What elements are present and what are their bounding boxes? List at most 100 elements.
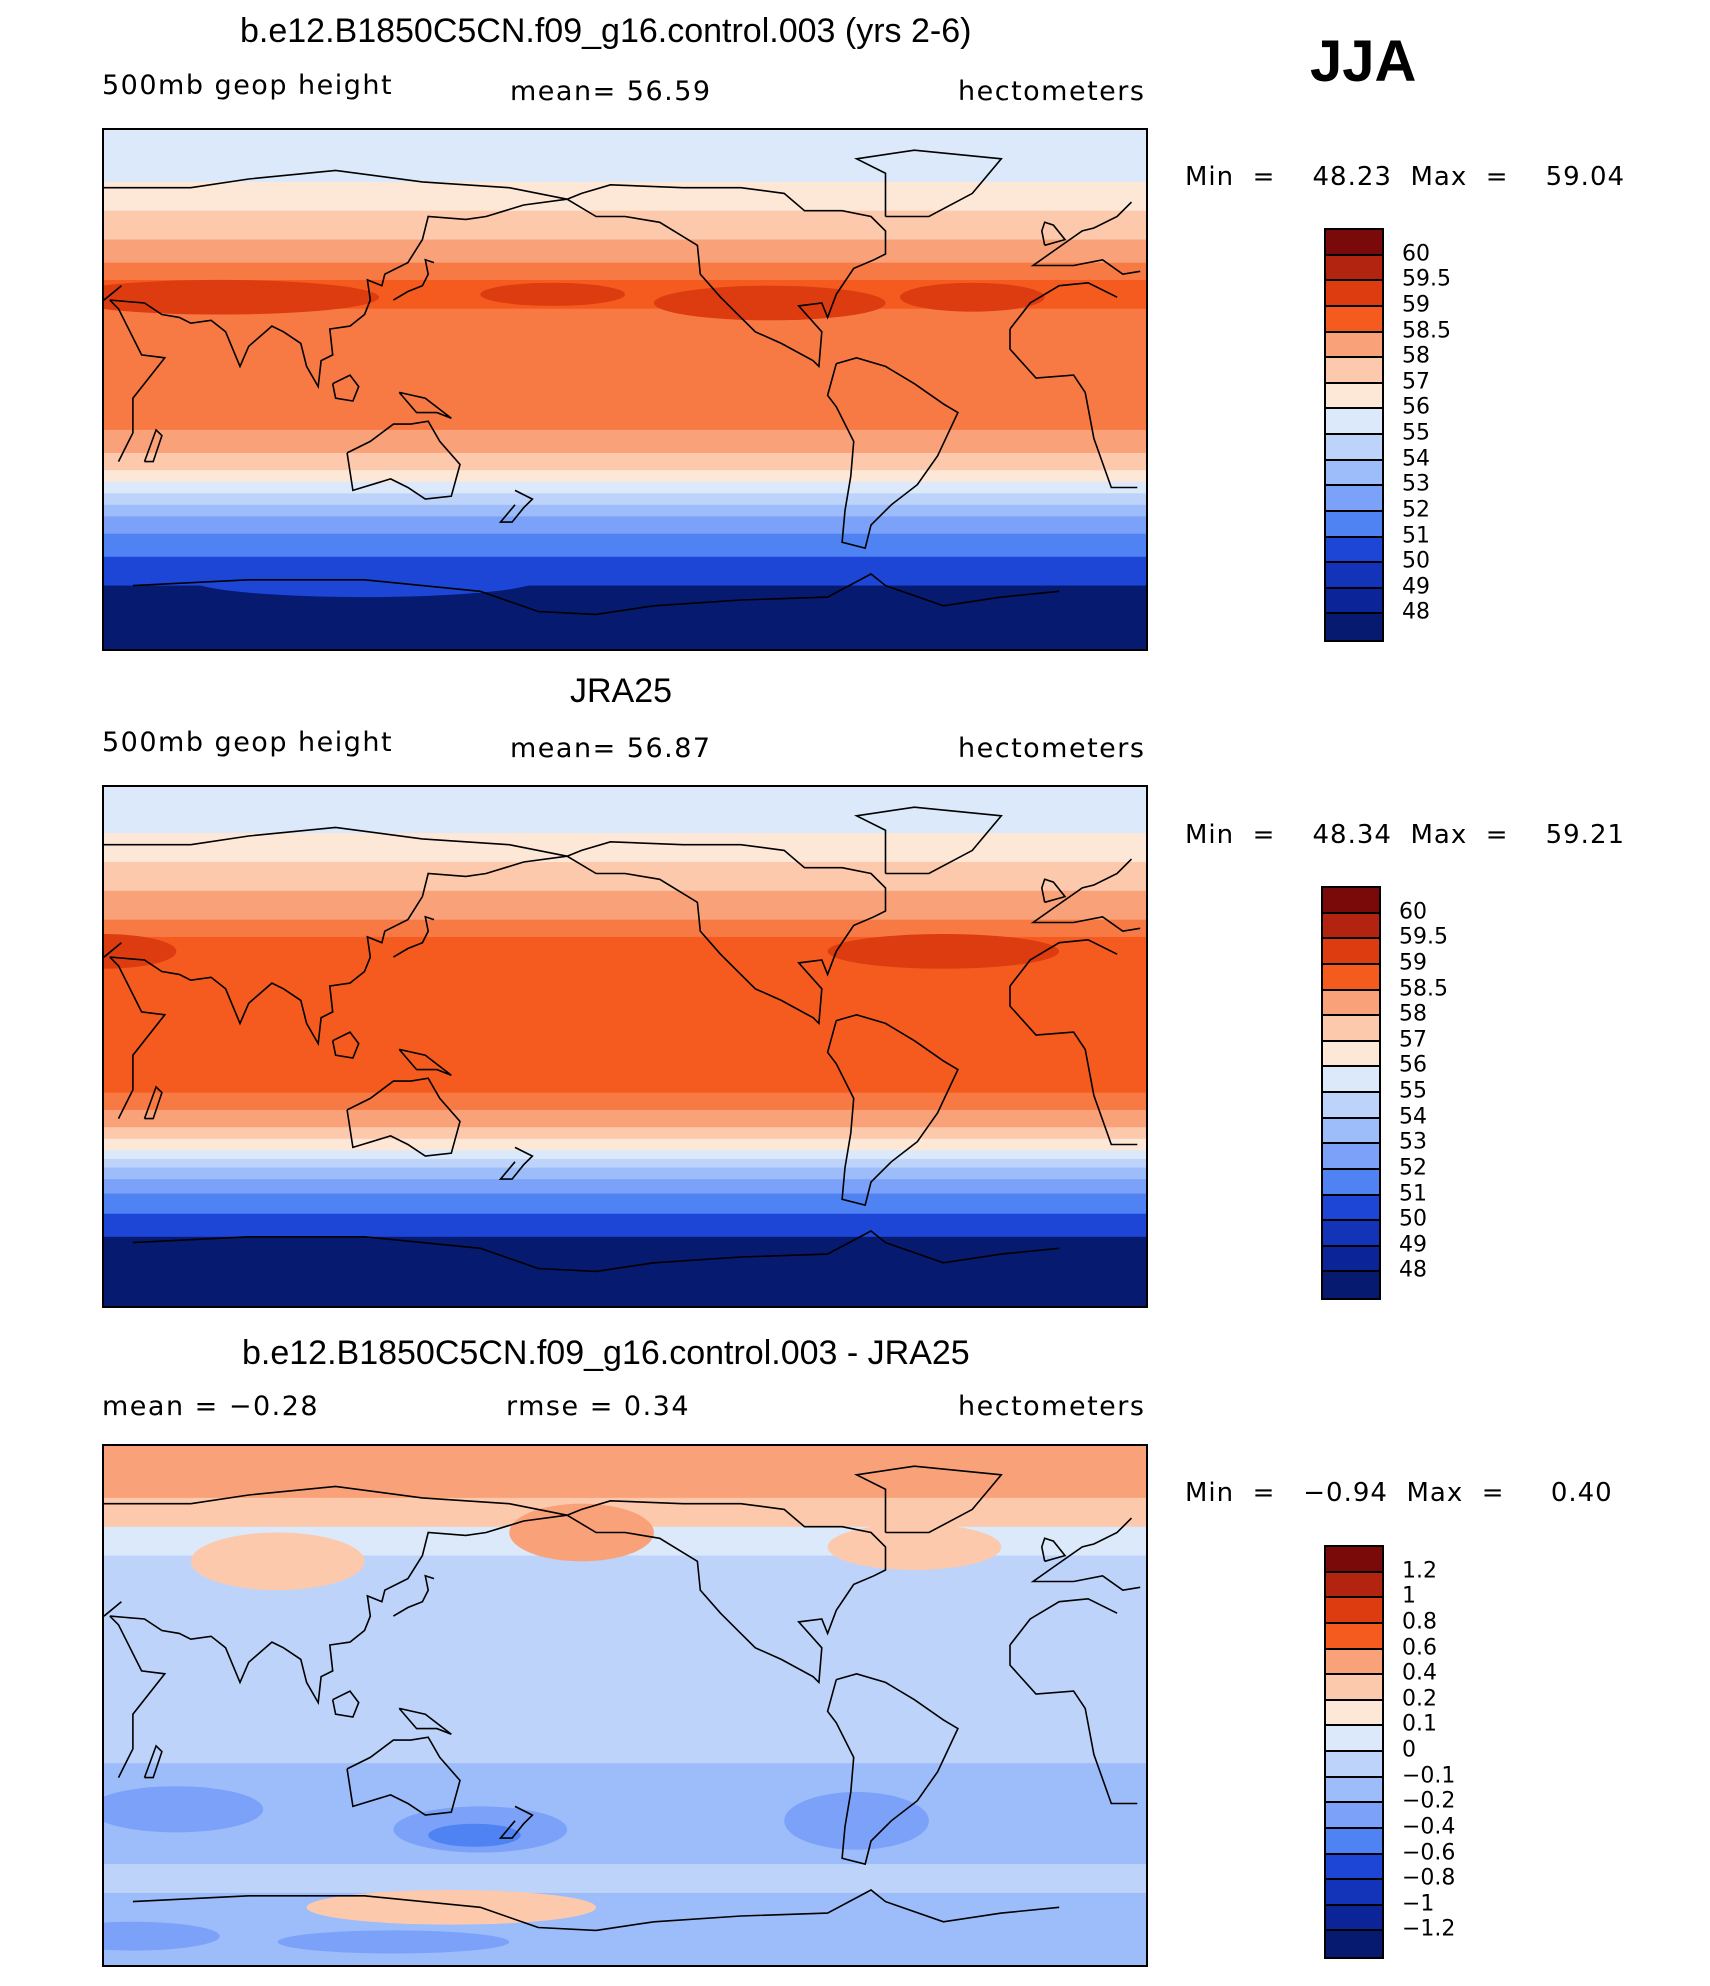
- contour-band: [104, 861, 1146, 892]
- contour-band: [104, 1138, 1146, 1151]
- colorbar-label: −0.4: [1402, 1814, 1456, 1840]
- coastline: [392, 1574, 435, 1617]
- colorbar-label: −0.1: [1402, 1763, 1456, 1789]
- coastline: [1009, 281, 1118, 330]
- contour-band: [104, 429, 1146, 454]
- contour-region: [104, 1786, 264, 1833]
- colorbar-segment: [1326, 1752, 1382, 1778]
- contour-band: [104, 919, 1146, 938]
- contour-band: [104, 833, 1146, 863]
- panel-mean: mean = −0.28: [102, 1391, 320, 1422]
- coastline: [1030, 1517, 1141, 1592]
- colorbar-segment: [1326, 409, 1382, 435]
- coastline: [143, 1744, 163, 1779]
- coastline: [104, 1485, 568, 1516]
- coastline: [109, 855, 568, 1047]
- colorbar-label: 52: [1399, 1155, 1427, 1181]
- coastline: [331, 1690, 360, 1718]
- colorbar-label: 0: [1402, 1737, 1416, 1763]
- contour-band: [104, 533, 1146, 558]
- colorbar-label: 58: [1402, 343, 1430, 369]
- coastline: [566, 1499, 887, 1685]
- colorbar-label: 59.5: [1402, 266, 1451, 292]
- colorbar-segment: [1326, 1777, 1382, 1804]
- colorbar-label: 51: [1399, 1181, 1427, 1206]
- coastline: [143, 428, 163, 463]
- coastlines: [104, 1465, 1141, 1932]
- coastline: [346, 1077, 461, 1157]
- contour-band: [104, 1092, 1146, 1111]
- panel-title: b.e12.B1850C5CN.f09_g16.control.003 - JR…: [242, 1334, 970, 1372]
- contour-region: [104, 1921, 220, 1951]
- colorbar-label: 58.5: [1399, 976, 1448, 1001]
- colorbar-label: 0.8: [1402, 1609, 1437, 1635]
- coastline: [109, 1514, 568, 1706]
- contour-band: [104, 890, 1146, 921]
- coastline: [104, 942, 122, 958]
- coastline: [1009, 1645, 1138, 1805]
- colorbar-label: −0.2: [1402, 1788, 1456, 1814]
- colorbar-segment: [1323, 1118, 1379, 1145]
- panel-minmax: Min = 48.23 Max = 59.04: [1185, 162, 1626, 192]
- colorbar-segment: [1323, 1144, 1379, 1170]
- field-layer: [104, 787, 1146, 1306]
- colorbar-segment: [1326, 1880, 1382, 1906]
- coastline: [109, 1615, 167, 1778]
- contour-region: [480, 282, 625, 306]
- contour-band: [104, 470, 1146, 483]
- coastline: [398, 1707, 452, 1736]
- colorbar-label: 51: [1402, 523, 1430, 548]
- colorbar-segment: [1326, 1700, 1382, 1727]
- contour-band: [104, 130, 1146, 183]
- coastline: [331, 374, 360, 402]
- coastline: [853, 149, 1003, 218]
- colorbar-segment: [1323, 913, 1379, 940]
- coastline: [104, 169, 568, 200]
- coastline: [104, 1601, 122, 1617]
- colorbar-segment: [1323, 1221, 1379, 1247]
- colorbar-obs: [1321, 886, 1381, 1300]
- coastline: [398, 391, 452, 420]
- colorbar-segment: [1326, 563, 1382, 589]
- panel-units: hectometers: [958, 76, 1146, 107]
- colorbar-label: −0.8: [1402, 1865, 1456, 1891]
- colorbar-segment: [1323, 1195, 1379, 1222]
- map-svg: [104, 787, 1146, 1306]
- colorbar-segment: [1326, 486, 1382, 512]
- colorbar-label: 57: [1402, 369, 1430, 395]
- colorbar-segment: [1323, 1016, 1379, 1042]
- colorbar-label: 54: [1399, 1104, 1427, 1130]
- panel-mean: mean= 56.59: [510, 76, 712, 107]
- contour-band: [104, 1127, 1146, 1140]
- field-layer: [104, 1446, 1146, 1965]
- contour-band: [104, 210, 1146, 241]
- contour-band: [104, 493, 1146, 506]
- coastline: [566, 183, 887, 369]
- panel-title: JRA25: [570, 672, 673, 710]
- colorbar-label: 48: [1399, 1257, 1427, 1283]
- panel-variable: 500mb geop height: [102, 70, 394, 101]
- coastline: [1009, 986, 1138, 1146]
- field-layer: [104, 130, 1146, 649]
- coastline: [1009, 938, 1118, 987]
- coastline: [498, 1146, 534, 1180]
- contour-region: [104, 934, 177, 969]
- colorbar-segment: [1326, 1726, 1382, 1752]
- coastline: [109, 956, 167, 1119]
- colorbar-segment: [1326, 1803, 1382, 1829]
- contour-band: [104, 1193, 1146, 1215]
- contour-band: [104, 239, 1146, 264]
- colorbar-model: [1324, 228, 1384, 642]
- panel-minmax: Min = −0.94 Max = 0.40: [1185, 1478, 1613, 1508]
- colorbar-label: 50: [1399, 1206, 1427, 1232]
- map-diff: [102, 1444, 1148, 1967]
- coastline: [1040, 221, 1067, 247]
- coastline: [826, 356, 959, 550]
- contour-region: [784, 1792, 929, 1850]
- coastline: [498, 489, 534, 523]
- coastline: [132, 1230, 1060, 1273]
- colorbar-segment: [1323, 1067, 1379, 1093]
- coastline: [853, 806, 1003, 875]
- coastline: [398, 1048, 452, 1077]
- colorbar-segment: [1323, 990, 1379, 1017]
